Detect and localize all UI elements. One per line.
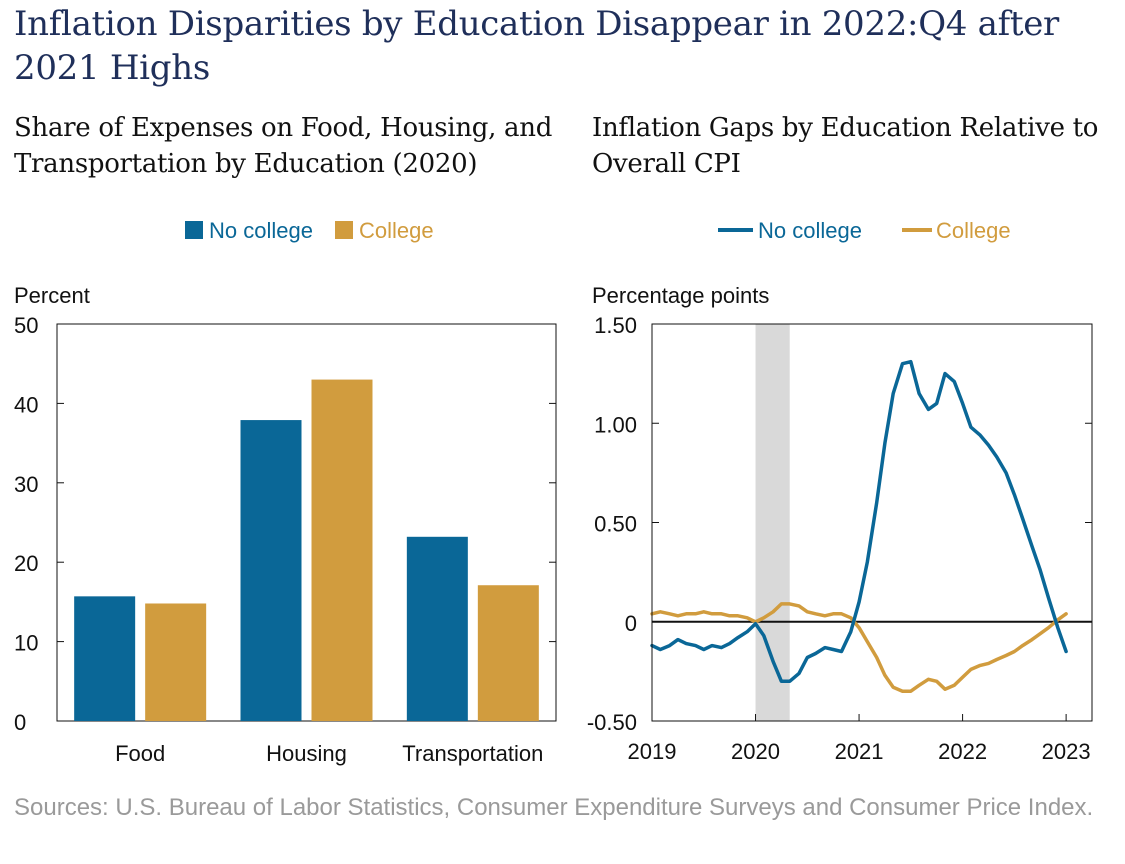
bar-y-tick-label: 10	[14, 631, 38, 656]
bar-college	[477, 585, 539, 721]
line-y-tick-label: 0.50	[594, 512, 637, 537]
bar-no-college	[406, 536, 468, 721]
bar-y-tick-label: 50	[14, 313, 38, 338]
line-x-tick-label: 2019	[628, 739, 677, 764]
line-plot-area	[650, 324, 1092, 721]
right-panel-title: Inflation Gaps by Education Relative to …	[592, 113, 1099, 179]
line-x-tick-label: 2023	[1042, 739, 1091, 764]
line-series-college	[650, 602, 1068, 693]
bar-college	[311, 379, 373, 721]
bar-y-ticks: 0 10 20 30 40 50	[14, 313, 556, 735]
bar-y-tick-label: 30	[14, 472, 38, 497]
bar-category-label: Food	[115, 741, 165, 766]
recession-shading	[755, 324, 790, 721]
legend-label-no-college-line: No college	[758, 218, 862, 243]
source-note: Sources: U.S. Bureau of Labor Statistics…	[14, 794, 1094, 821]
line-y-tick-label: 1.50	[594, 313, 637, 338]
line-x-tick-label: 2022	[938, 739, 987, 764]
chart-title: Inflation Disparities by Education Disap…	[14, 4, 1060, 88]
legend-label-no-college: No college	[209, 218, 313, 243]
legend-swatch-college	[335, 221, 353, 239]
bar-plot-frame	[56, 323, 557, 722]
line-series-no-college	[650, 359, 1068, 684]
line-y-tick-label: 1.00	[594, 412, 637, 437]
line-x-tick-label: 2020	[731, 739, 780, 764]
line-y-ticks: -0.50 0 0.50 1.00 1.50	[587, 313, 1092, 735]
line-y-axis-label: Percentage points	[592, 283, 769, 308]
bar-y-tick-label: 20	[14, 551, 38, 576]
bar-marks	[74, 379, 539, 721]
legend-label-college: College	[359, 218, 434, 243]
line-legend: No college College	[718, 218, 1011, 243]
bar-legend: No college College	[185, 218, 434, 243]
bar-chart: No college College Percent 0 10 20 30 40 50 F…	[14, 218, 557, 766]
left-panel-title: Share of Expenses on Food, Housing, and …	[14, 113, 553, 179]
legend-swatch-no-college	[185, 221, 203, 239]
bar-category-labels: Food Housing Transportation	[115, 741, 543, 766]
bar-y-tick-label: 40	[14, 392, 38, 417]
bar-y-axis-label: Percent	[14, 283, 90, 308]
line-y-tick-label: 0	[625, 611, 637, 636]
bar-category-label: Transportation	[402, 741, 543, 766]
bar-no-college	[74, 596, 136, 721]
line-x-ticks: 2019 2020 2021 2022 2023	[628, 714, 1091, 764]
line-x-tick-label: 2021	[835, 739, 884, 764]
line-y-tick-label: -0.50	[587, 710, 637, 735]
bar-no-college	[240, 420, 302, 721]
bar-y-tick-label: 0	[14, 710, 26, 735]
bar-category-label: Housing	[266, 741, 347, 766]
legend-label-college-line: College	[936, 218, 1011, 243]
line-chart: No college College Percentage points -0.…	[587, 218, 1093, 764]
bar-college	[145, 603, 207, 721]
